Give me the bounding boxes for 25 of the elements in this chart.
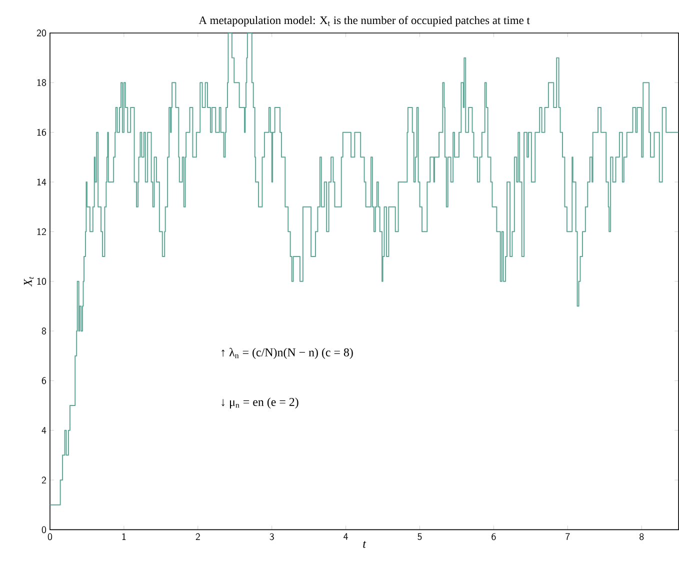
y-tick-label: 20 <box>36 30 46 37</box>
x-tick-label: 6 <box>492 533 496 540</box>
x-tick-label: 8 <box>640 533 644 540</box>
y-axis-title: X$_{t}$ <box>24 276 34 287</box>
annotation: ↑ λ$_{n}$ = (c/N)n(N − n) (c = 8) <box>222 348 353 359</box>
x-tick-label: 2 <box>196 533 200 540</box>
annotation: ↓ μ$_{n}$ = en (e = 2) <box>222 398 298 409</box>
y-tick-label: 4 <box>42 427 46 434</box>
y-tick-label: 8 <box>42 328 46 335</box>
y-tick-label: 18 <box>37 79 46 86</box>
y-tick-label: 12 <box>37 228 46 236</box>
y-tick-label: 10 <box>37 278 46 285</box>
y-tick-label: 14 <box>37 178 46 186</box>
y-tick-label: 6 <box>42 377 46 384</box>
x-tick-label: 5 <box>418 533 422 540</box>
y-tick-label: 2 <box>42 476 46 484</box>
x-tick-label: 0 <box>48 533 52 540</box>
chart-title: A metapopulation model: X$_{t}$ is the number of occupied patches at time t <box>198 16 530 27</box>
x-tick-label: 3 <box>270 533 274 540</box>
y-tick-label: 0 <box>42 526 46 534</box>
x-tick-label: 7 <box>566 533 570 540</box>
x-tick-label: 1 <box>122 533 126 540</box>
y-tick-label: 16 <box>37 128 46 136</box>
x-axis-title: t <box>363 541 366 548</box>
x-tick-label: 4 <box>344 533 348 540</box>
